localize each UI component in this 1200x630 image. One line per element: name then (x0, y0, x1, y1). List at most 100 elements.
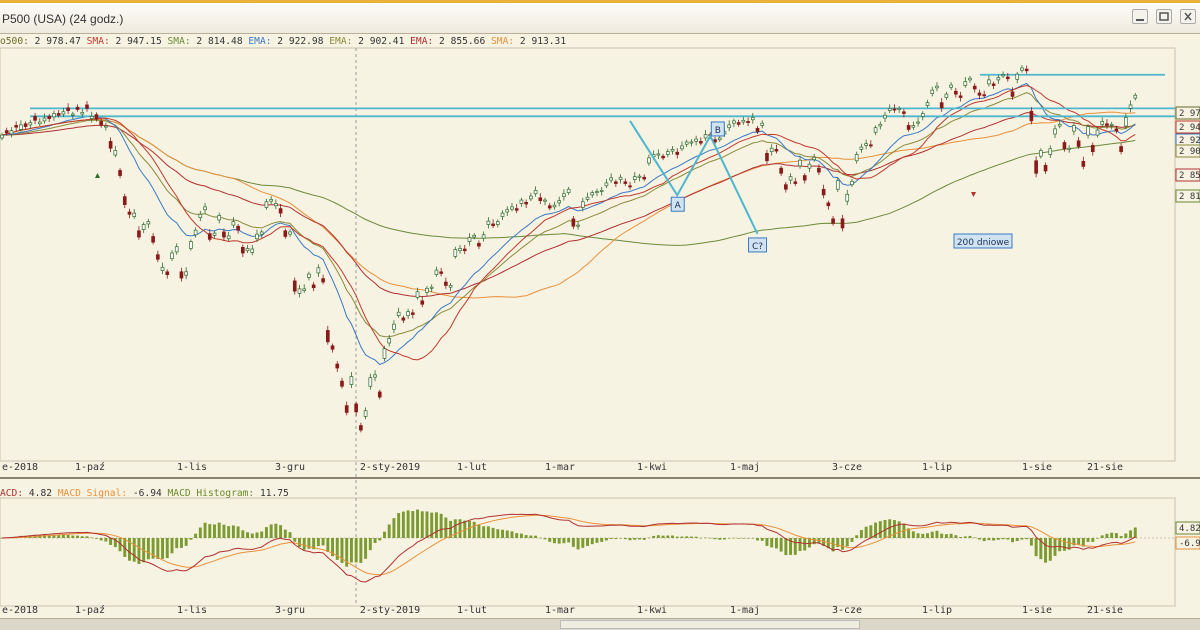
candle-body (1048, 148, 1053, 155)
macd-histogram-bar (586, 538, 589, 546)
candle-body (179, 271, 184, 279)
close-button[interactable] (1180, 9, 1196, 24)
candle-body (996, 77, 1001, 81)
candle-body (292, 280, 297, 292)
macd-histogram-bar (822, 538, 826, 546)
maximize-button[interactable] (1156, 9, 1172, 24)
candle-body (61, 111, 66, 115)
macd-histogram-bar (331, 538, 335, 557)
candle-body (727, 124, 732, 129)
candle-body (1105, 123, 1109, 126)
candle-body (241, 246, 245, 254)
candle-body (66, 107, 70, 111)
date-label: 1-lis (177, 462, 207, 473)
candle-body (359, 425, 363, 431)
candle-body (122, 196, 127, 205)
macd-histogram-bar (458, 519, 462, 538)
macd-histogram-bar (708, 537, 712, 539)
candle-body (406, 311, 410, 316)
macd-histogram-bar (416, 509, 419, 538)
price-label-box (1175, 106, 1200, 120)
candle-body (472, 234, 477, 238)
candle-body (23, 123, 28, 127)
macd-histogram-bar (675, 536, 679, 538)
date-label: 2-sty-2019 (360, 462, 420, 473)
candle-body (344, 405, 349, 413)
candle-body (850, 180, 854, 186)
candle-body (434, 269, 439, 275)
macd-histogram-bar (897, 521, 901, 538)
macd-histogram-bar (581, 538, 585, 548)
price-label-box (1175, 189, 1200, 203)
candle-body (425, 287, 429, 293)
status-scroll-tab[interactable] (560, 620, 860, 629)
macd-histogram-bar (302, 538, 306, 550)
macd-histogram-bar (1124, 533, 1128, 538)
candle-body (741, 119, 746, 123)
candle-body (944, 93, 949, 98)
candle-body (873, 127, 878, 133)
candle-body (14, 125, 18, 128)
candle-body (189, 241, 193, 249)
macd-histogram-bar (926, 533, 929, 538)
candle-body (935, 85, 939, 89)
macd-histogram-bar (661, 535, 665, 538)
date-label: 1-lut (457, 462, 487, 473)
macd-histogram-bar (274, 523, 278, 538)
macd-histogram-bar (1105, 533, 1109, 538)
macd-histogram-bar (949, 533, 953, 538)
candle-body (1053, 128, 1057, 135)
macd-histogram-bar (80, 536, 84, 538)
candle-body (491, 223, 495, 227)
macd-histogram-bar (699, 537, 703, 539)
candle-body (675, 151, 680, 155)
macd-histogram-bar (1034, 538, 1038, 557)
macd-histogram-bar (987, 538, 991, 541)
candle-body (817, 167, 821, 173)
macd-histogram-bar (859, 530, 863, 538)
macd-histogram-bar (874, 522, 878, 538)
macd-histogram-bar (1001, 538, 1005, 540)
minimize-button[interactable] (1132, 9, 1148, 24)
macd-histogram-bar (420, 511, 424, 538)
candle-body (623, 181, 628, 184)
candle-body (415, 291, 420, 298)
price-label-box (1175, 120, 1200, 134)
price-label: 2 97 (1179, 109, 1200, 119)
macd-histogram-bar (996, 538, 1000, 540)
date-label: 1-kwi (637, 605, 667, 616)
candle-body (368, 377, 373, 387)
candle-body (788, 176, 793, 181)
candle-body (883, 114, 887, 119)
candle-body (835, 180, 840, 190)
candle-body (963, 81, 968, 86)
candle-body (595, 191, 599, 193)
macd-histogram-bar (146, 538, 150, 560)
ema-mid-line (1, 92, 1136, 338)
macd-histogram-bar (930, 531, 934, 538)
date-label: 3-gru (275, 462, 305, 473)
macd-histogram-bar (151, 538, 155, 559)
candle-body (160, 266, 165, 272)
candle-body (132, 212, 137, 217)
macd-histogram-bar (977, 538, 981, 540)
macd-histogram-bar (869, 525, 873, 538)
candle-body (1039, 150, 1043, 157)
candle-body (71, 113, 75, 116)
macd-histogram-bar (1133, 527, 1137, 538)
candle-body (987, 79, 991, 85)
candle-body (892, 108, 897, 111)
macd-legend: ACD: 4.82 MACD Signal: -6.94 MACD Histog… (0, 488, 289, 499)
candle-body (1095, 129, 1100, 136)
macd-histogram-bar (71, 535, 75, 538)
macd-histogram-bar (746, 538, 750, 539)
macd-histogram-bar (109, 538, 113, 545)
macd-histogram-bar (756, 538, 759, 541)
candle-body (547, 205, 552, 209)
candle-body (604, 182, 609, 187)
candle-body (269, 199, 273, 202)
macd-histogram-bar (1100, 535, 1104, 538)
candle-body (859, 146, 864, 150)
candle-body (264, 201, 269, 208)
